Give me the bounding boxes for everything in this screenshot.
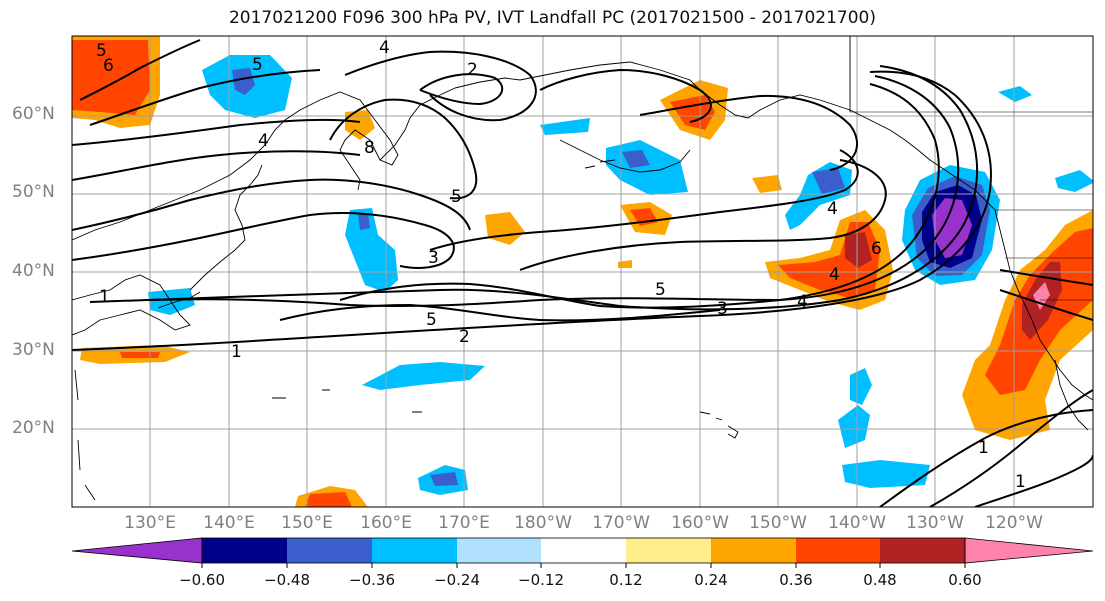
negative-anomaly <box>345 208 398 292</box>
coastlines <box>72 36 1093 501</box>
lon-label: 150°E <box>281 513 333 533</box>
colorbar-segment <box>287 538 372 563</box>
colorbar-tick-label: 0.24 <box>694 571 728 589</box>
negative-anomaly <box>998 86 1032 102</box>
negative-anomaly <box>1055 170 1093 192</box>
colorbar-tick-label: −0.48 <box>264 571 310 589</box>
colorbar-segment <box>202 538 287 563</box>
lon-label: 170°W <box>592 513 650 533</box>
contour-label: 3 <box>717 299 728 319</box>
lon-label: 170°E <box>438 513 490 533</box>
lon-label: 140°W <box>828 513 886 533</box>
lon-label: 160°W <box>671 513 729 533</box>
contour-label: 5 <box>96 41 107 61</box>
negative-anomaly <box>232 68 255 95</box>
contour-label: 5 <box>451 187 462 207</box>
positive-anomaly <box>305 492 352 507</box>
negative-anomaly <box>838 405 870 448</box>
contour-label: 4 <box>827 199 838 219</box>
colorbar-segment <box>711 538 796 563</box>
colorbar-tick-label: 0.36 <box>779 571 813 589</box>
negative-anomaly <box>812 168 845 194</box>
lon-label: 130°E <box>124 513 176 533</box>
lon-label: 120°W <box>985 513 1043 533</box>
colorbar-extend-high <box>964 537 1094 564</box>
negative-anomaly <box>842 460 930 488</box>
colorbar-frame <box>201 537 966 564</box>
lon-label: 180°W <box>514 513 572 533</box>
lat-label: 60°N <box>12 104 55 124</box>
negative-anomaly <box>932 198 972 258</box>
map-frame <box>71 35 1094 508</box>
lon-label: 140°E <box>203 513 255 533</box>
colorbar <box>71 537 1094 568</box>
colorbar-tick-label: −0.36 <box>349 571 395 589</box>
colorbar-tick-label: 0.48 <box>863 571 897 589</box>
lat-label: 50°N <box>12 182 55 202</box>
colorbar-tick-label: −0.24 <box>434 571 480 589</box>
lon-label: 150°W <box>749 513 807 533</box>
colorbar-segment <box>626 538 711 563</box>
colorbar-segment <box>880 538 965 563</box>
colorbar-segment <box>796 538 880 563</box>
contour-label: 4 <box>797 292 808 312</box>
lat-label: 40°N <box>12 261 55 281</box>
contour-label: 5 <box>655 280 666 300</box>
negative-anomaly <box>622 150 650 168</box>
positive-anomaly <box>845 232 872 268</box>
contour-label: 5 <box>426 310 437 330</box>
lon-label: 130°W <box>906 513 964 533</box>
map-title: 2017021200 F096 300 hPa PV, IVT Landfall… <box>228 8 876 28</box>
contour-label: 1 <box>231 342 242 362</box>
contour-label: 1 <box>99 287 110 307</box>
negative-anomaly <box>540 118 590 135</box>
colorbar-segment <box>372 538 457 563</box>
negative-anomaly <box>362 362 485 390</box>
contour-label: 2 <box>467 60 478 80</box>
positive-anomaly <box>120 352 160 358</box>
graticule <box>72 36 1093 507</box>
map-plot-area: 5 6 4 2 4 8 5 3 5 2 1 1 5 4 4 3 4 6 1 1 … <box>72 36 1093 507</box>
colorbar-extend-low <box>71 537 203 564</box>
contour-label: 1 <box>1015 472 1026 492</box>
positive-anomaly <box>72 40 150 115</box>
contour-label: 1 <box>978 438 989 458</box>
colorbar-tick-label: 0.60 <box>948 571 982 589</box>
contour-label: 6 <box>871 239 882 259</box>
contour-label: 4 <box>258 131 269 151</box>
contour-label: 3 <box>428 248 439 268</box>
contour-label: 4 <box>379 38 390 58</box>
lat-label: 30°N <box>12 340 55 360</box>
colorbar-segment <box>457 538 541 563</box>
lat-label: 20°N <box>12 418 55 438</box>
negative-anomaly <box>430 472 458 486</box>
colorbar-tick-label: −0.60 <box>179 571 225 589</box>
contour-label: 5 <box>252 55 263 75</box>
negative-anomaly <box>358 214 370 230</box>
contour-label: 6 <box>103 56 114 76</box>
pv-contours <box>72 39 1093 507</box>
positive-anomaly <box>752 175 782 193</box>
colorbar-segment <box>541 538 626 563</box>
contour-label: 4 <box>829 265 840 285</box>
colorbar-tick-label: −0.12 <box>518 571 564 589</box>
contour-label-group: 5 6 4 2 4 8 5 3 5 2 1 1 5 4 4 3 4 6 1 1 … <box>96 38 1026 492</box>
colorbar-ticks <box>201 563 966 568</box>
colorbar-tick-label: 0.12 <box>609 571 643 589</box>
lon-label: 160°E <box>360 513 412 533</box>
contour-label: 2 <box>459 327 470 347</box>
contour-label: 8 <box>364 138 375 158</box>
negative-anomaly <box>850 368 872 405</box>
